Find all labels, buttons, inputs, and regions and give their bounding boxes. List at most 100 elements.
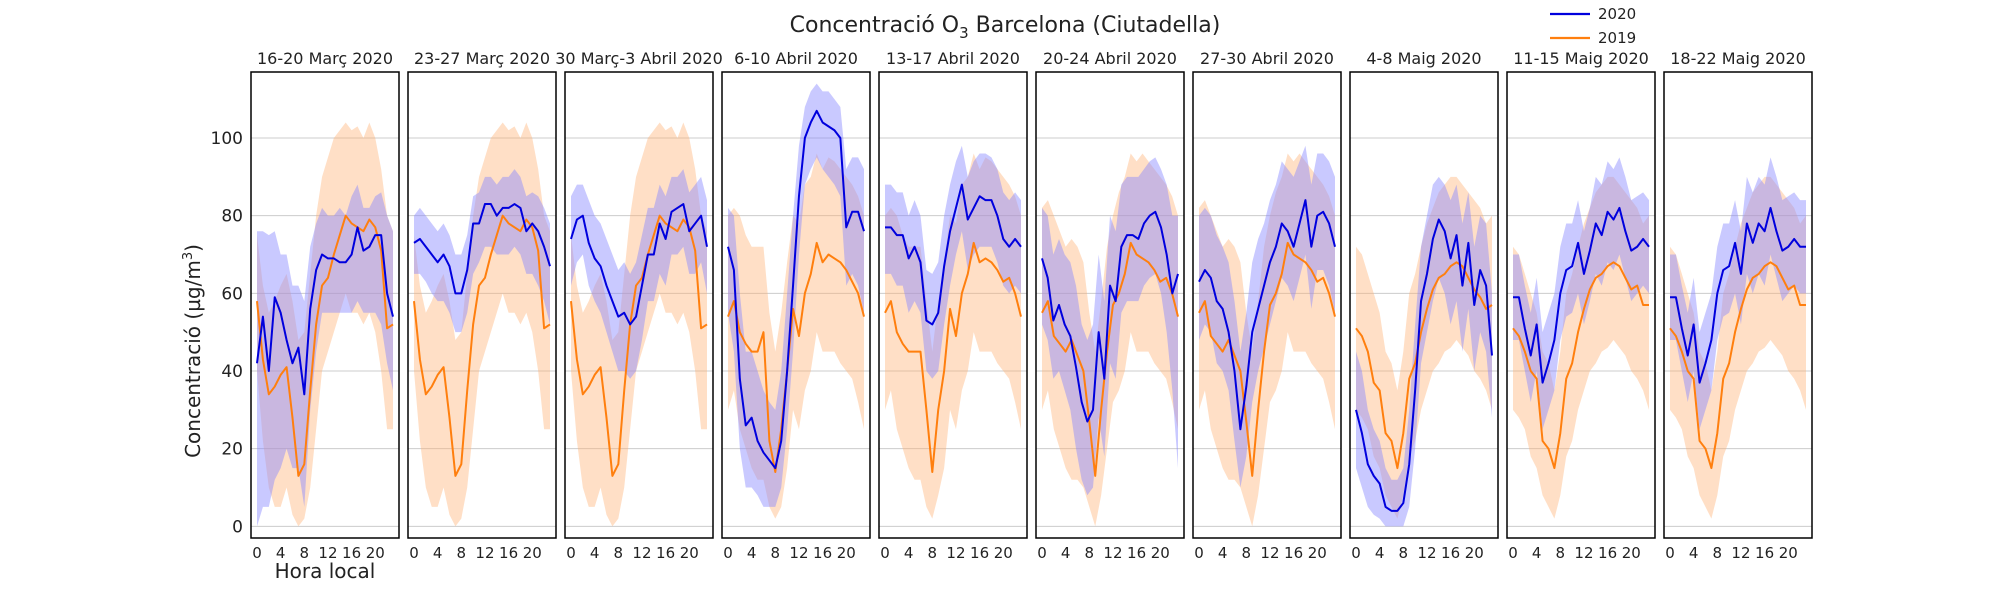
panel-title: 20-24 Abril 2020 bbox=[1043, 49, 1177, 68]
x-tick-label: 0 bbox=[252, 544, 262, 562]
x-tick-label: 20 bbox=[1151, 544, 1170, 562]
legend-label-2019: 2019 bbox=[1598, 29, 1636, 47]
y-axis-label: Concentració (µg/m3) bbox=[181, 244, 205, 458]
panel-2: 23-27 Març 2020 0 4 8 12 16 20 bbox=[407, 49, 557, 562]
band-2020 bbox=[885, 145, 1021, 379]
panel-7: 27-30 Abril 2020 0 4 8 12 16 20 bbox=[1192, 49, 1342, 562]
line-2020 bbox=[1670, 206, 1806, 384]
panel-10: 18-22 Maig 2020 0 4 8 12 16 20 bbox=[1663, 49, 1813, 562]
panel-8: 4-8 Maig 2020 0 4 8 12 16 20 bbox=[1349, 49, 1499, 562]
line-2020 bbox=[885, 183, 1022, 326]
panel-title: 23-27 Març 2020 bbox=[414, 49, 550, 68]
x-tick-label: 16 bbox=[1598, 544, 1617, 562]
panel-1: 16-20 Març 2020 0 4 8 12 16 20 bbox=[250, 49, 400, 562]
panel-title: 4-8 Maig 2020 bbox=[1366, 49, 1481, 68]
band-2019 bbox=[571, 122, 707, 527]
x-tick-label: 12 bbox=[1103, 544, 1122, 562]
band-2019 bbox=[728, 153, 864, 519]
line-2019 bbox=[884, 241, 1022, 473]
x-tick-label: 8 bbox=[1556, 544, 1566, 562]
panel-title: 30 Març-3 Abril 2020 bbox=[555, 49, 723, 68]
x-tick-label: 12 bbox=[1574, 544, 1593, 562]
y-tick-label: 40 bbox=[221, 362, 243, 382]
line-2020 bbox=[256, 226, 394, 396]
band-2020 bbox=[414, 169, 550, 333]
line-2020 bbox=[413, 203, 551, 295]
y-tick-label: 60 bbox=[221, 284, 243, 304]
x-tick-label: 0 bbox=[566, 544, 576, 562]
panel-frame bbox=[1192, 71, 1342, 539]
panel-4: 6-10 Abril 2020 0 4 8 12 16 20 bbox=[721, 49, 871, 562]
panel-9: 11-15 Maig 2020 0 4 8 12 16 20 bbox=[1506, 49, 1656, 562]
x-tick-label: 12 bbox=[632, 544, 651, 562]
x-tick-label: 4 bbox=[1218, 544, 1228, 562]
x-tick-label: 4 bbox=[1375, 544, 1385, 562]
panel-title: 11-15 Maig 2020 bbox=[1513, 49, 1649, 68]
x-tick-label: 20 bbox=[994, 544, 1013, 562]
x-tick-label: 16 bbox=[656, 544, 675, 562]
x-tick-label: 4 bbox=[433, 544, 443, 562]
x-tick-label: 20 bbox=[680, 544, 699, 562]
x-tick-label: 4 bbox=[276, 544, 286, 562]
x-tick-label: 0 bbox=[1508, 544, 1518, 562]
x-tick-label: 0 bbox=[1351, 544, 1361, 562]
x-tick-label: 8 bbox=[771, 544, 781, 562]
panel-frame bbox=[878, 71, 1028, 539]
band-2020 bbox=[1199, 145, 1335, 488]
x-tick-label: 20 bbox=[366, 544, 385, 562]
x-tick-label: 8 bbox=[928, 544, 938, 562]
panel-title: 16-20 Març 2020 bbox=[257, 49, 393, 68]
band-2019 bbox=[414, 122, 550, 527]
line-2019 bbox=[1669, 261, 1806, 470]
line-2020 bbox=[1198, 199, 1336, 431]
chart-title: Concentració O3 Barcelona (Ciutadella) bbox=[790, 13, 1221, 42]
x-tick-label: 0 bbox=[1665, 544, 1675, 562]
x-tick-label: 0 bbox=[723, 544, 733, 562]
band-2019 bbox=[1042, 153, 1178, 527]
line-2019 bbox=[570, 214, 708, 477]
line-2020 bbox=[727, 109, 865, 470]
panel-5: 13-17 Abril 2020 0 4 8 12 16 20 bbox=[878, 49, 1028, 562]
x-tick-label: 4 bbox=[1532, 544, 1542, 562]
x-tick-label: 20 bbox=[837, 544, 856, 562]
x-tick-label: 8 bbox=[1085, 544, 1095, 562]
x-tick-label: 8 bbox=[1713, 544, 1723, 562]
x-tick-label: 4 bbox=[747, 544, 757, 562]
x-tick-label: 16 bbox=[813, 544, 832, 562]
line-2020 bbox=[1513, 206, 1650, 384]
x-tick-label: 16 bbox=[499, 544, 518, 562]
x-tick-label: 20 bbox=[1465, 544, 1484, 562]
band-2019 bbox=[1199, 153, 1335, 527]
x-tick-label: 20 bbox=[1308, 544, 1327, 562]
band-2020 bbox=[571, 169, 707, 379]
y-tick-label: 0 bbox=[232, 517, 243, 537]
x-tick-label: 16 bbox=[970, 544, 989, 562]
x-tick-label: 4 bbox=[590, 544, 600, 562]
x-tick-label: 16 bbox=[1284, 544, 1303, 562]
x-tick-label: 4 bbox=[1689, 544, 1699, 562]
panel-frame bbox=[1663, 71, 1813, 539]
x-tick-label: 8 bbox=[457, 544, 467, 562]
x-tick-label: 12 bbox=[1731, 544, 1750, 562]
panel-frame bbox=[250, 71, 400, 539]
band-2019 bbox=[257, 122, 393, 527]
line-2019 bbox=[1198, 241, 1336, 477]
x-tick-label: 8 bbox=[1242, 544, 1252, 562]
x-tick-label: 0 bbox=[1194, 544, 1204, 562]
x-tick-label: 8 bbox=[300, 544, 310, 562]
x-tick-label: 12 bbox=[1417, 544, 1436, 562]
x-tick-label: 4 bbox=[1061, 544, 1071, 562]
panel-frame bbox=[1035, 71, 1185, 539]
panel-title: 18-22 Maig 2020 bbox=[1670, 49, 1806, 68]
x-tick-label: 16 bbox=[1755, 544, 1774, 562]
line-2019 bbox=[1512, 261, 1649, 470]
panel-title: 6-10 Abril 2020 bbox=[734, 49, 858, 68]
panel-frame bbox=[407, 71, 557, 539]
panel-frame bbox=[1349, 71, 1499, 539]
line-2019 bbox=[413, 214, 551, 477]
y-tick-label: 20 bbox=[221, 440, 243, 460]
panel-3: 30 Març-3 Abril 2020 0 4 8 12 16 20 bbox=[555, 49, 723, 562]
x-tick-label: 12 bbox=[475, 544, 494, 562]
